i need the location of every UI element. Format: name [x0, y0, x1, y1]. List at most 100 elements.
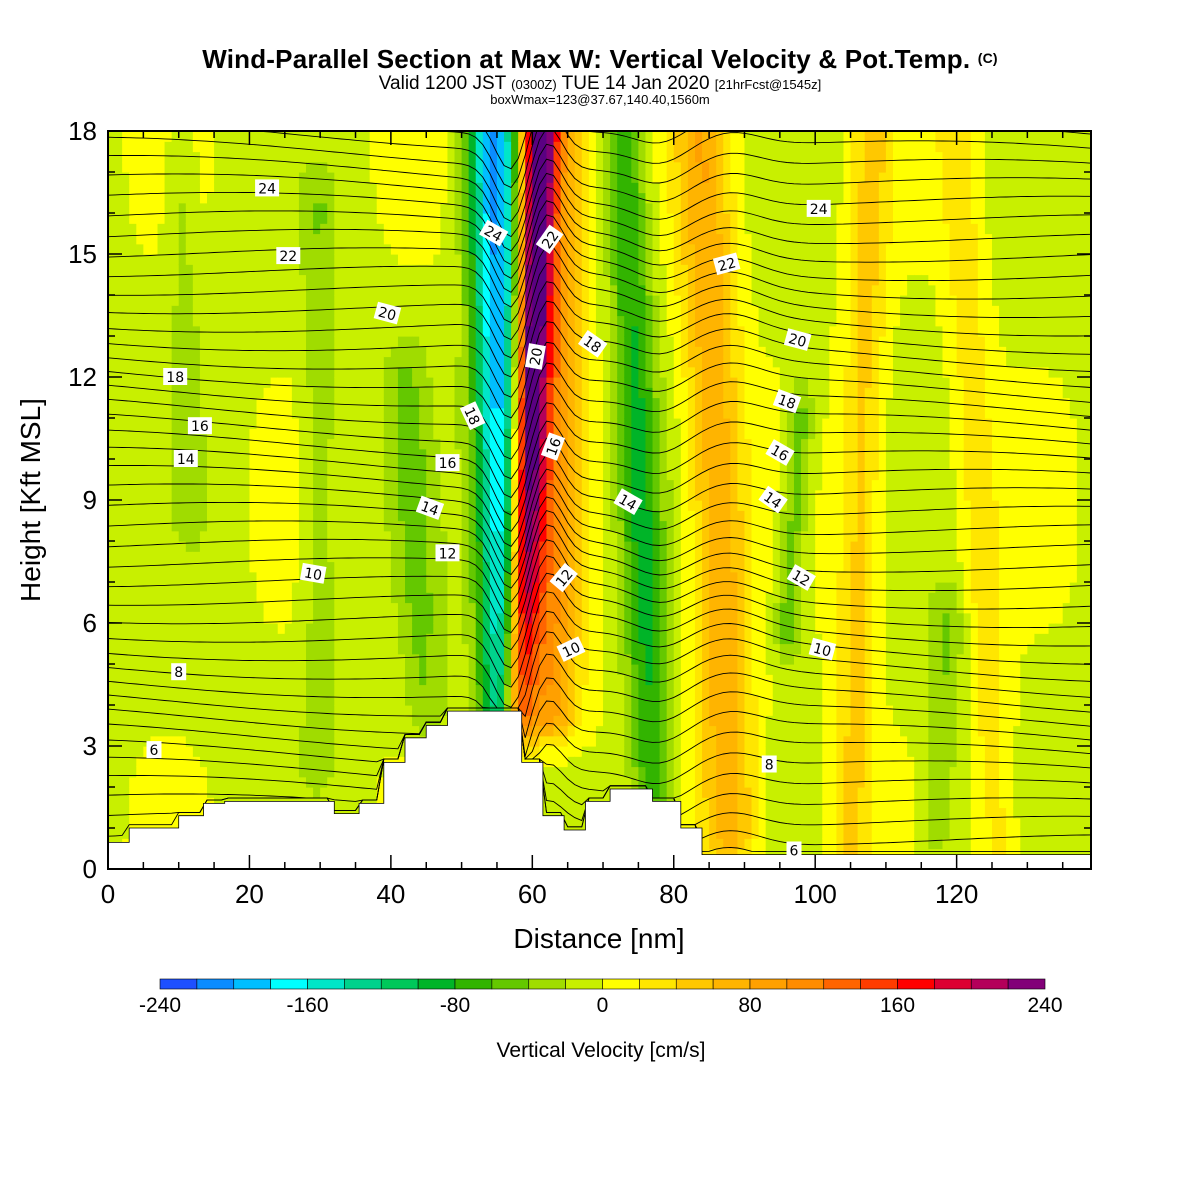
velocity-cell [433, 182, 441, 194]
velocity-cell [496, 141, 505, 153]
velocity-cell [291, 479, 300, 491]
velocity-cell [348, 561, 357, 573]
velocity-cell [581, 305, 590, 317]
velocity-cell [412, 161, 420, 173]
velocity-cell [157, 602, 166, 614]
velocity-cell [115, 141, 123, 153]
velocity-cell [136, 192, 144, 204]
velocity-cell [447, 254, 456, 265]
velocity-cell [355, 674, 364, 686]
velocity-cell [574, 377, 583, 388]
velocity-cell [207, 674, 215, 686]
velocity-cell [164, 684, 173, 696]
velocity-cell [412, 459, 420, 470]
velocity-cell [143, 202, 152, 214]
velocity-cell [277, 489, 286, 501]
velocity-cell [164, 664, 173, 675]
velocity-cell [369, 325, 378, 337]
velocity-cell [199, 264, 208, 276]
velocity-cell [376, 336, 385, 347]
velocity-cell [291, 377, 300, 388]
velocity-cell [588, 141, 597, 153]
velocity-cell [348, 705, 357, 716]
velocity-cell [412, 500, 420, 511]
velocity-cell [574, 756, 583, 768]
velocity-cell [320, 541, 328, 552]
velocity-cell [207, 705, 215, 716]
velocity-cell [525, 448, 533, 460]
velocity-cell [355, 336, 364, 347]
velocity-cell [440, 295, 449, 306]
velocity-cell [546, 172, 555, 183]
velocity-cell [341, 346, 350, 358]
velocity-cell [581, 131, 590, 142]
velocity-cell [440, 315, 449, 327]
velocity-cell [383, 592, 392, 604]
velocity-cell [504, 438, 512, 450]
velocity-cell [489, 643, 498, 655]
velocity-cell [588, 756, 597, 768]
velocity-cell [157, 131, 166, 142]
velocity-cell [588, 735, 597, 747]
velocity-cell [221, 612, 229, 624]
velocity-cell [440, 705, 449, 716]
velocity-cell [242, 131, 251, 142]
velocity-cell [192, 284, 201, 296]
velocity-cell [518, 438, 526, 450]
velocity-cell [348, 643, 357, 655]
velocity-cell [511, 510, 519, 522]
velocity-cell [560, 161, 569, 173]
velocity-cell [369, 561, 378, 573]
velocity-cell [567, 438, 576, 450]
velocity-cell [553, 366, 562, 378]
velocity-cell [136, 705, 144, 716]
velocity-cell [150, 397, 159, 409]
velocity-cell [574, 243, 583, 255]
velocity-cell [355, 541, 364, 552]
velocity-cell [567, 756, 576, 768]
velocity-cell [574, 715, 583, 727]
velocity-cell [327, 551, 335, 563]
velocity-cell [313, 602, 321, 614]
velocity-cell [348, 295, 357, 306]
velocity-cell [242, 459, 251, 470]
velocity-cell [270, 592, 279, 604]
velocity-cell [199, 571, 208, 583]
velocity-cell [235, 397, 243, 409]
velocity-cell [397, 336, 406, 347]
velocity-cell [313, 530, 321, 542]
velocity-cell [482, 582, 491, 593]
velocity-cell [249, 182, 258, 194]
velocity-cell [150, 161, 159, 173]
velocity-cell [214, 694, 222, 706]
velocity-cell [412, 151, 420, 163]
velocity-cell [504, 653, 512, 665]
velocity-cell [504, 643, 512, 655]
velocity-cell [136, 510, 144, 522]
velocity-cell [489, 274, 498, 286]
velocity-cell [263, 243, 272, 255]
velocity-cell [327, 418, 335, 429]
velocity-cell [539, 192, 548, 204]
velocity-cell [475, 705, 484, 716]
velocity-cell [581, 500, 590, 511]
velocity-cell [277, 684, 286, 696]
velocity-cell [397, 684, 406, 696]
velocity-cell [560, 387, 569, 399]
velocity-cell [355, 213, 364, 224]
velocity-cell [525, 407, 533, 419]
velocity-cell [306, 141, 314, 153]
velocity-cell [150, 520, 159, 532]
velocity-cell [306, 182, 314, 194]
velocity-cell [221, 715, 229, 727]
velocity-cell [122, 510, 130, 522]
velocity-cell [433, 633, 441, 645]
velocity-cell [496, 161, 505, 173]
velocity-cell [199, 520, 208, 532]
velocity-cell [440, 571, 449, 583]
velocity-cell [221, 776, 229, 788]
velocity-cell [334, 705, 342, 716]
velocity-cell [574, 213, 583, 224]
velocity-cell [447, 141, 456, 153]
velocity-cell [178, 223, 187, 235]
